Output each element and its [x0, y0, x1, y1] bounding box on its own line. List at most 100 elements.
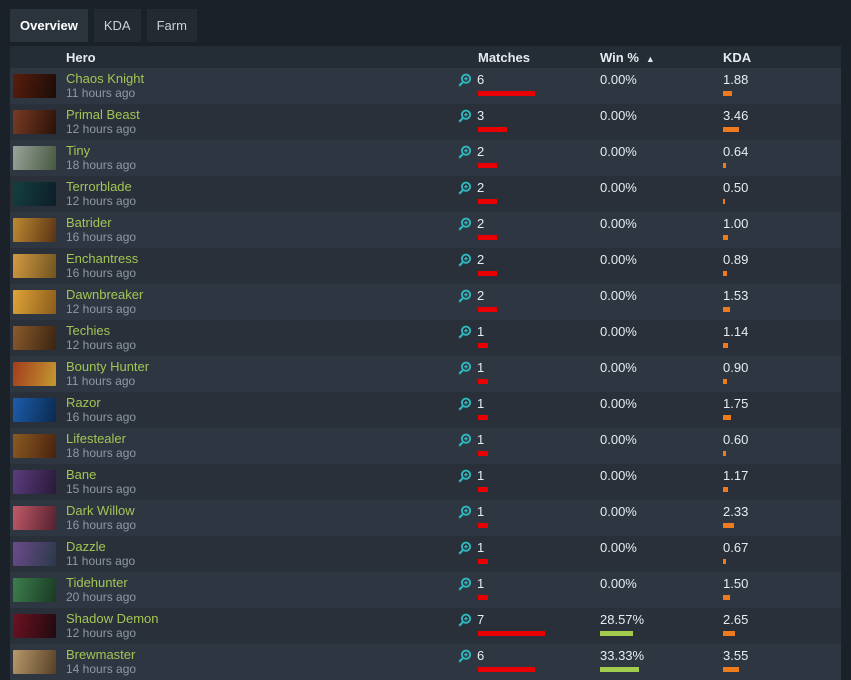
hero-link[interactable]: Enchantress: [66, 251, 139, 266]
hero-portrait[interactable]: [13, 578, 56, 602]
matches-count[interactable]: 7: [477, 612, 485, 627]
kda-bar: [723, 487, 729, 492]
matches-count[interactable]: 6: [477, 72, 485, 87]
column-header-win[interactable]: Win %: [600, 49, 639, 65]
matches-count[interactable]: 1: [477, 504, 485, 519]
search-plus-icon[interactable]: [458, 649, 472, 663]
hero-portrait[interactable]: [13, 542, 56, 566]
tab-farm[interactable]: Farm: [146, 9, 197, 42]
hero-link[interactable]: Tidehunter: [66, 575, 128, 590]
matches-count[interactable]: 2: [477, 252, 485, 267]
column-header-kda[interactable]: KDA: [723, 49, 752, 65]
search-plus-icon[interactable]: [458, 613, 472, 627]
tab-overview[interactable]: Overview: [10, 9, 88, 42]
hero-portrait[interactable]: [13, 290, 56, 314]
matches-count[interactable]: 1: [477, 396, 485, 411]
hero-link[interactable]: Techies: [66, 323, 111, 338]
hero-portrait[interactable]: [13, 398, 56, 422]
hero-link[interactable]: Terrorblade: [66, 179, 132, 194]
search-plus-icon[interactable]: [458, 361, 472, 375]
kda-value: 0.60: [723, 432, 749, 447]
search-plus-icon[interactable]: [458, 433, 472, 447]
win-rate-value: 0.00%: [600, 432, 637, 447]
matches-bar: [478, 271, 497, 276]
hero-portrait[interactable]: [13, 218, 56, 242]
column-header-hero[interactable]: Hero: [66, 49, 96, 65]
kda-value: 3.46: [723, 108, 749, 123]
hero-portrait[interactable]: [13, 434, 56, 458]
last-played-label: 11 hours ago: [66, 86, 136, 100]
hero-portrait[interactable]: [13, 326, 56, 350]
hero-portrait[interactable]: [13, 254, 56, 278]
search-plus-icon[interactable]: [458, 325, 472, 339]
matches-count[interactable]: 1: [477, 432, 485, 447]
matches-count[interactable]: 1: [477, 540, 485, 555]
table-row: Batrider 16 hours ago 2 0.00%: [10, 212, 841, 248]
search-plus-icon[interactable]: [458, 505, 472, 519]
hero-link[interactable]: Shadow Demon: [66, 611, 159, 626]
search-plus-icon[interactable]: [458, 289, 472, 303]
kda-bar: [723, 235, 728, 240]
win-rate-value: 0.00%: [600, 288, 637, 303]
matches-count[interactable]: 2: [477, 288, 485, 303]
tab-kda[interactable]: KDA: [93, 9, 141, 42]
search-plus-icon[interactable]: [458, 541, 472, 555]
matches-count[interactable]: 1: [477, 576, 485, 591]
hero-link[interactable]: Bane: [66, 467, 97, 482]
hero-link[interactable]: Batrider: [66, 215, 112, 230]
kda-value: 0.64: [723, 144, 749, 159]
kda-bar: [723, 667, 740, 672]
hero-link[interactable]: Brewmaster: [66, 647, 136, 662]
hero-portrait[interactable]: [13, 506, 56, 530]
search-plus-icon[interactable]: [458, 73, 472, 87]
matches-bar: [478, 163, 497, 168]
search-plus-icon[interactable]: [458, 217, 472, 231]
hero-link[interactable]: Dazzle: [66, 539, 106, 554]
search-plus-icon[interactable]: [458, 145, 472, 159]
search-plus-icon[interactable]: [458, 397, 472, 411]
search-plus-icon[interactable]: [458, 181, 472, 195]
search-plus-icon[interactable]: [458, 469, 472, 483]
hero-link[interactable]: Primal Beast: [66, 107, 140, 122]
hero-stats-table: Hero Matches Win % ▲ KDA Chaos Knight 11 …: [10, 46, 841, 680]
last-played-label: 12 hours ago: [66, 302, 137, 316]
matches-count[interactable]: 1: [477, 360, 485, 375]
hero-portrait[interactable]: [13, 650, 56, 674]
matches-count[interactable]: 2: [477, 180, 485, 195]
search-plus-icon[interactable]: [458, 109, 472, 123]
matches-count[interactable]: 3: [477, 108, 485, 123]
column-header-matches[interactable]: Matches: [478, 49, 531, 65]
hero-link[interactable]: Bounty Hunter: [66, 359, 150, 374]
matches-count[interactable]: 6: [477, 648, 485, 663]
hero-link[interactable]: Tiny: [66, 143, 91, 158]
hero-link[interactable]: Lifestealer: [66, 431, 126, 446]
hero-link[interactable]: Dawnbreaker: [66, 287, 144, 302]
hero-portrait[interactable]: [13, 110, 56, 134]
tab-bar: Overview KDA Farm: [0, 0, 851, 42]
hero-link[interactable]: Razor: [66, 395, 101, 410]
search-plus-icon[interactable]: [458, 577, 472, 591]
hero-portrait[interactable]: [13, 470, 56, 494]
hero-portrait[interactable]: [13, 74, 56, 98]
matches-count[interactable]: 2: [477, 216, 485, 231]
kda-value: 1.14: [723, 324, 749, 339]
table-row: Terrorblade 12 hours ago 2 0.00%: [10, 176, 841, 212]
matches-bar: [478, 343, 488, 348]
kda-value: 3.55: [723, 648, 749, 663]
hero-link[interactable]: Chaos Knight: [66, 71, 145, 86]
kda-value: 0.50: [723, 180, 749, 195]
hero-portrait[interactable]: [13, 614, 56, 638]
last-played-label: 12 hours ago: [66, 122, 137, 136]
kda-value: 1.53: [723, 288, 749, 303]
last-played-label: 12 hours ago: [66, 626, 137, 640]
hero-portrait[interactable]: [13, 182, 56, 206]
kda-bar: [723, 451, 726, 456]
hero-portrait[interactable]: [13, 146, 56, 170]
hero-link[interactable]: Dark Willow: [66, 503, 135, 518]
matches-bar: [478, 559, 488, 564]
search-plus-icon[interactable]: [458, 253, 472, 267]
matches-count[interactable]: 1: [477, 324, 485, 339]
matches-count[interactable]: 1: [477, 468, 485, 483]
hero-portrait[interactable]: [13, 362, 56, 386]
matches-count[interactable]: 2: [477, 144, 485, 159]
